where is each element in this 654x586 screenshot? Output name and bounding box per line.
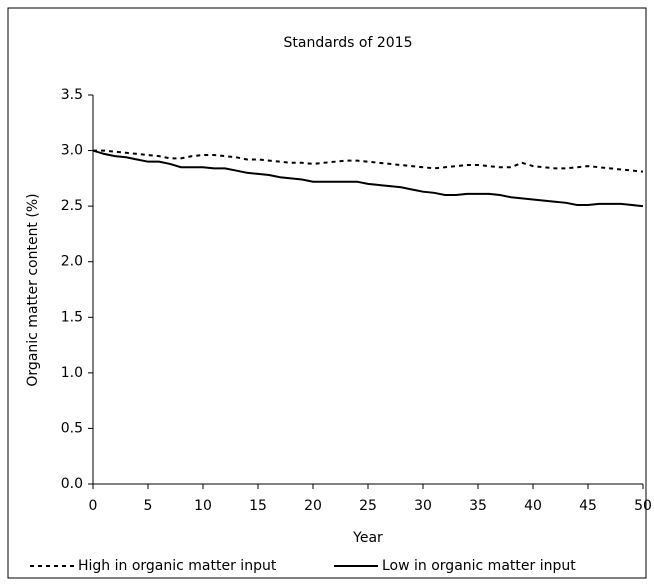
x-tick-label: 0	[89, 498, 98, 514]
y-tick-label: 2.5	[61, 198, 83, 214]
x-tick-label: 10	[194, 498, 212, 514]
legend-label: High in organic matter input	[78, 558, 277, 574]
x-tick-label: 35	[469, 498, 487, 514]
x-tick-label: 15	[249, 498, 267, 514]
chart-frame	[7, 7, 647, 579]
x-tick-label: 40	[524, 498, 542, 514]
x-tick-label: 45	[579, 498, 597, 514]
x-tick-label: 30	[414, 498, 432, 514]
x-tick-label: 20	[304, 498, 322, 514]
legend-label: Low in organic matter input	[382, 558, 576, 574]
y-axis-label: Organic matter content (%)	[25, 193, 41, 386]
y-tick-label: 3.0	[61, 143, 83, 159]
data-line	[92, 149, 644, 208]
y-tick-label: 3.5	[61, 87, 83, 103]
y-tick-label: 0.0	[61, 476, 83, 492]
chart-title: Standards of 2015	[283, 35, 412, 51]
y-tick-label: 0.5	[61, 420, 83, 436]
data-line	[93, 149, 644, 173]
x-tick-label: 25	[359, 498, 377, 514]
x-tick-label: 5	[144, 498, 153, 514]
x-tick-label: 50	[634, 498, 652, 514]
y-tick-label: 2.0	[61, 254, 83, 270]
x-axis-label: Year	[352, 530, 383, 546]
y-tick-label: 1.5	[61, 309, 83, 325]
y-tick-label: 1.0	[61, 365, 83, 381]
